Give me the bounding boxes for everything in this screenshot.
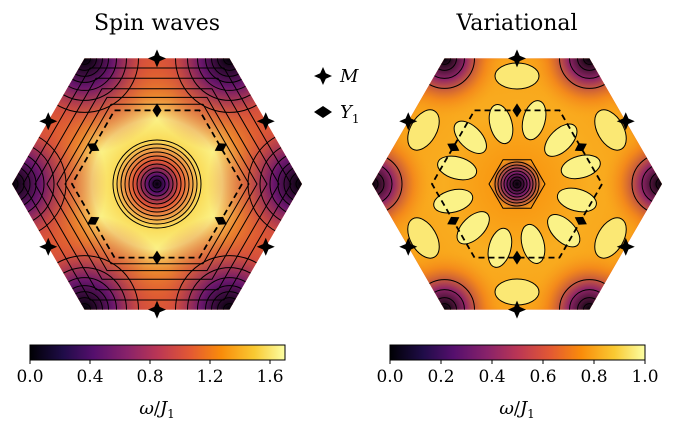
y1-point-marker (447, 143, 460, 152)
local-maximum (556, 187, 597, 213)
y1-point-marker (574, 216, 587, 225)
legend-marker-y1 (314, 106, 332, 118)
colorbar-tick-label: 0.6 (529, 367, 556, 387)
colorbar-tick-label: 0.4 (478, 367, 505, 387)
colorbar-tick-label: 0.8 (580, 367, 607, 387)
y1-point-marker (512, 103, 522, 118)
local-maximum (520, 223, 546, 264)
outer-maximum (407, 217, 440, 259)
y1-point-marker (447, 216, 460, 225)
m-point-marker (39, 237, 58, 256)
m-point-marker (148, 300, 166, 319)
legend-label-m: M (339, 66, 359, 87)
spin-waves-colorbar: 0.0 0.4 0.8 1.2 1.6 (16, 344, 286, 387)
colorbar-gradient (29, 344, 286, 361)
colorbar-tick-label: 1.0 (631, 367, 658, 387)
y1-point-marker (87, 143, 100, 152)
colorbar-tick-label: 0.0 (376, 367, 403, 387)
spin-waves-heatmap (12, 49, 302, 319)
m-point-marker (148, 49, 166, 68)
colorbar-tick-label: 0.4 (76, 367, 103, 387)
legend: M Y1 (314, 66, 360, 126)
m-point-marker (616, 237, 635, 256)
outer-maximum (594, 109, 627, 151)
left-panel-title: Spin waves (94, 11, 220, 36)
m-point-marker (39, 112, 58, 131)
m-point-marker (399, 237, 418, 256)
outer-maximum (594, 217, 627, 259)
right-label-j: J (516, 398, 529, 419)
legend-label-y1: Y1 (340, 102, 360, 126)
colorbar-gradient (389, 344, 646, 361)
m-markers (399, 49, 635, 319)
y1-point-marker (152, 103, 162, 118)
local-maximum (433, 188, 474, 214)
right-label-omega: ω (499, 398, 514, 419)
legend-label-y1-sub: 1 (352, 112, 360, 126)
variational-colorbar: 0.0 0.2 0.4 0.6 0.8 1.0 (376, 344, 659, 387)
corner-minimum (602, 124, 662, 244)
m-point-marker (508, 49, 526, 68)
legend-marker-m (314, 67, 332, 85)
left-label-j: J (156, 398, 169, 419)
local-maximum (456, 211, 490, 245)
left-label-sep: / (154, 398, 161, 419)
m-markers (39, 49, 275, 319)
local-maximum (437, 155, 478, 181)
legend-label-y1-main: Y (340, 102, 354, 123)
colorbar-tick-label: 0.8 (136, 367, 163, 387)
colorbar-tick-label: 1.2 (196, 367, 223, 387)
right-colorbar-label: ω/J1 (499, 398, 535, 421)
left-label-omega: ω (139, 398, 154, 419)
right-label-sep: / (514, 398, 521, 419)
local-maximum (488, 104, 514, 145)
y1-markers (87, 103, 227, 265)
m-point-marker (399, 112, 418, 131)
inner-zone-boundary (70, 109, 244, 259)
local-maximum (560, 154, 601, 180)
y1-point-marker (152, 250, 162, 265)
inner-zone-boundary (430, 109, 604, 259)
local-maximum (453, 120, 487, 154)
variational-heatmap (372, 49, 662, 319)
y1-point-marker (214, 216, 227, 225)
y1-markers (447, 103, 587, 265)
corner-minimum (372, 124, 432, 244)
local-maximum (547, 214, 581, 248)
colorbar-tick-label: 0.0 (16, 367, 43, 387)
colorbar-tick-label: 1.6 (256, 367, 283, 387)
y1-point-marker (87, 216, 100, 225)
m-point-marker (256, 112, 275, 131)
m-point-marker (508, 300, 526, 319)
right-label-j-sub: 1 (527, 407, 535, 421)
local-maximum (544, 123, 578, 157)
right-panel-title: Variational (455, 11, 577, 36)
m-point-marker (256, 237, 275, 256)
energy-field (372, 58, 662, 310)
left-colorbar-label: ω/J1 (139, 398, 175, 421)
contour-lines (372, 58, 662, 310)
outer-maximum (407, 109, 440, 151)
left-label-j-sub: 1 (167, 407, 175, 421)
y1-point-marker (574, 143, 587, 152)
m-point-marker (616, 112, 635, 131)
y1-point-marker (512, 250, 522, 265)
y1-point-marker (214, 143, 227, 152)
colorbar-tick-label: 0.2 (427, 367, 454, 387)
